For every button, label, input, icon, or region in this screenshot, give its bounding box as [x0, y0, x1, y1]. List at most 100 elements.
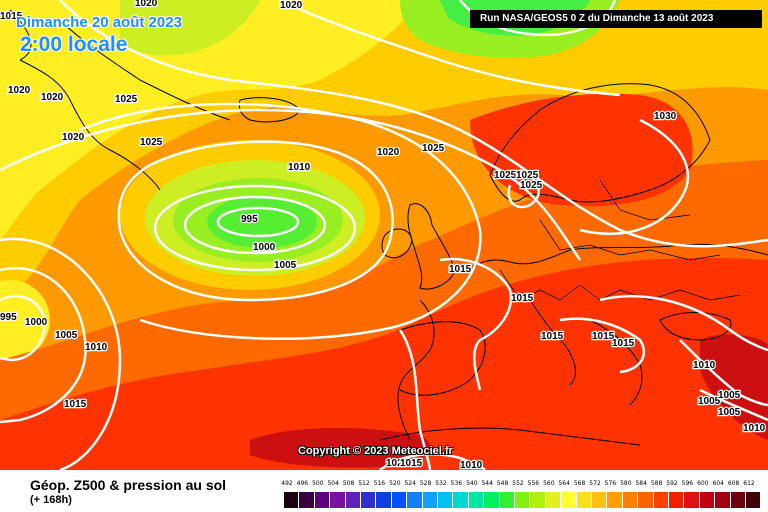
isobar-label: 1000 — [253, 242, 276, 253]
scale-label: 600 — [697, 480, 709, 487]
scale-swatch — [299, 492, 314, 508]
legend-subtitle: (+ 168h) — [30, 494, 72, 506]
isobar-label: 1010 — [85, 342, 108, 353]
scale-label: 548 — [496, 480, 509, 487]
scale-swatch — [530, 492, 545, 508]
forecast-time: 2:00 locale — [20, 33, 128, 56]
isobar-label: 1025 — [422, 143, 445, 154]
scale-label: 588 — [650, 480, 663, 487]
scale-swatch — [422, 492, 437, 508]
field-low-west — [0, 280, 50, 360]
scale-label: 576 — [604, 480, 617, 487]
scale-label: 596 — [681, 480, 694, 487]
isobar-label: 1010 — [460, 460, 483, 470]
scale-swatch — [330, 492, 345, 508]
scale-label: 584 — [635, 480, 647, 487]
isobar-label: 1015 — [592, 331, 615, 342]
scale-swatch — [499, 492, 514, 508]
scale-swatch — [391, 492, 407, 508]
isobar-label: 1025 — [140, 137, 163, 148]
scale-label: 504 — [327, 480, 339, 487]
scale-label: 516 — [373, 480, 386, 487]
scale-swatch — [453, 492, 468, 508]
isobar-label: 1010 — [743, 423, 766, 434]
isobar-label: 1020 — [41, 92, 64, 103]
scale-label: 492 — [281, 480, 293, 487]
field-low-core — [207, 196, 317, 248]
scale-swatch — [545, 492, 561, 508]
scale-label: 496 — [296, 480, 309, 487]
scale-swatch — [669, 492, 684, 508]
isobar-label: 1010 — [288, 162, 311, 173]
scale-swatch — [592, 492, 607, 508]
isobar-lines — [0, 0, 768, 470]
scale-swatch — [653, 492, 668, 508]
isobar-label: 1025 — [494, 170, 517, 181]
scale-swatch — [345, 492, 360, 508]
field-lime-top — [120, 0, 260, 56]
scale-swatch — [561, 492, 576, 508]
scale-label: 604 — [712, 480, 724, 487]
isobar-label: 1015 — [400, 458, 423, 469]
scale-labels: 492 496 500 504 508 512 516 520 524 528 532 536 540 5… — [281, 480, 758, 490]
legend-footer: Géop. Z500 & pression au sol (+ 168h) 49… — [0, 470, 768, 512]
isobar-label: 995 — [241, 214, 258, 225]
color-scale: 492 496 500 504 508 512 516 520 524 528 532 536 540 5… — [281, 480, 761, 508]
isobar-label: 1025 — [516, 170, 539, 181]
isobar-label: 1025 — [115, 94, 138, 105]
scale-swatch — [699, 492, 715, 508]
scale-swatch — [468, 492, 484, 508]
scale-swatch — [684, 492, 699, 508]
isobar-label: 1005 — [55, 330, 78, 341]
isobar-label: 1015 — [449, 264, 472, 275]
scale-label: 512 — [358, 480, 370, 487]
field-scandi-ridge — [470, 93, 693, 207]
map-canvas: 1020 1015 1020 1020 1025 1020 1025 1020 … — [0, 0, 768, 470]
scale-swatch — [607, 492, 622, 508]
scale-label: 508 — [342, 480, 355, 487]
isobar-label: 1015 — [511, 293, 534, 304]
scale-swatch — [376, 492, 391, 508]
scale-label: 524 — [404, 480, 416, 487]
isobar-label: 1020 — [377, 147, 400, 158]
scale-label: 564 — [558, 480, 570, 487]
scale-label: 592 — [666, 480, 678, 487]
scale-label: 612 — [743, 480, 755, 487]
scale-swatch — [746, 492, 761, 508]
scale-swatch — [361, 492, 376, 508]
scale-label: 552 — [512, 480, 524, 487]
isobar-label: 1005 — [718, 407, 741, 418]
isobar-labels: 1020 1015 1020 1020 1025 1020 1025 1020 … — [0, 0, 767, 470]
run-info: Run NASA/GEOS5 0 Z du Dimanche 13 août 2… — [470, 10, 762, 28]
isobar-label: 1000 — [25, 317, 48, 328]
scale-label: 500 — [312, 480, 324, 487]
copyright: Copyright © 2023 Meteociel.fr — [298, 445, 453, 457]
isobar-label: 1005 — [718, 390, 741, 401]
weather-map: 1020 1015 1020 1020 1025 1020 1025 1020 … — [0, 0, 768, 470]
isobar-label: 995 — [0, 312, 17, 323]
isobar-label: 1010 — [693, 360, 716, 371]
scale-swatch — [438, 492, 453, 508]
isobar-label: 1025 — [520, 180, 543, 191]
field-extreme-1 — [250, 428, 431, 468]
scale-swatch — [576, 492, 591, 508]
scale-swatch — [515, 492, 530, 508]
isobar-label: 1015 — [64, 399, 87, 410]
isobar-label: 1020 — [386, 458, 409, 469]
isobar-label: 1005 — [274, 260, 297, 271]
scale-label: 608 — [727, 480, 740, 487]
legend-title: Géop. Z500 & pression au sol — [30, 477, 227, 493]
field-very-hot — [0, 258, 768, 470]
scale-bar — [281, 492, 761, 508]
forecast-date: Dimanche 20 août 2023 — [16, 14, 182, 31]
scale-swatch — [484, 492, 499, 508]
isobar-label: 1020 — [62, 132, 85, 143]
scale-swatch — [314, 492, 330, 508]
isobar-label: 1015 — [0, 11, 23, 22]
scale-swatch — [284, 492, 299, 508]
scale-label: 536 — [450, 480, 463, 487]
isobar-label: 1005 — [698, 396, 721, 407]
scale-swatch — [730, 492, 745, 508]
scale-label: 560 — [543, 480, 555, 487]
scale-label: 540 — [466, 480, 478, 487]
